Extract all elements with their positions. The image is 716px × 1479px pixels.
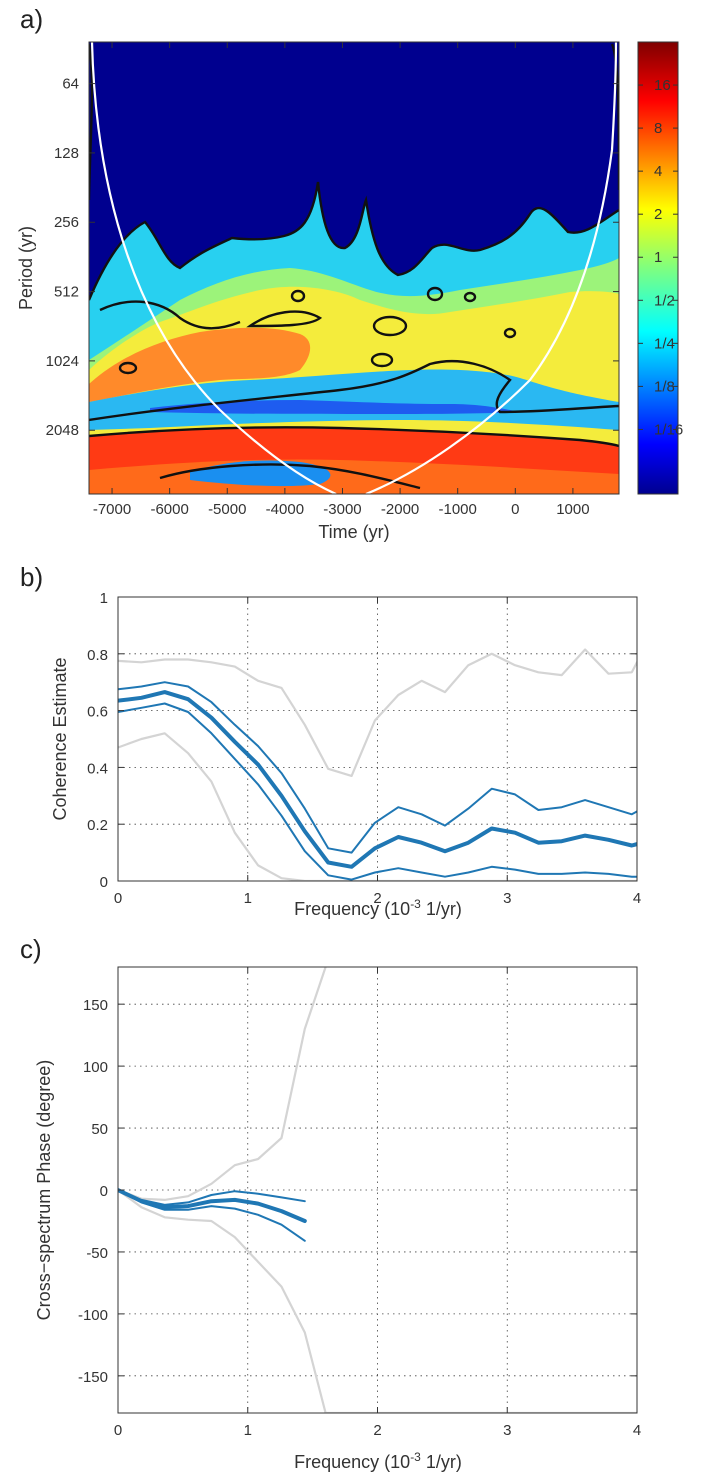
y-tick-label: 0.4 [87,760,108,777]
xlabel-a: Time (yr) [318,522,389,542]
y-tick-label: -150 [78,1369,108,1386]
power-band-cyan-trough [89,369,619,430]
x-tick-label: 3 [503,1422,511,1439]
colorbar-tick-label: 1/8 [654,378,675,395]
series-line-median [118,690,637,869]
axis-ticks-a: -7000 -6000 -5000 -4000 -3000 -2000 -1000 0 1000… [46,42,619,518]
series-line-inner-upper [118,681,637,854]
phase-panel: c) 0 1 2 3 4 -150 -100 -50 0 50 100 150 Frequency (… [20,934,641,1472]
colorbar-tick-label: 8 [654,120,662,137]
colorbar-tick-label: 1/2 [654,292,675,309]
grid-b [118,597,637,881]
colorbar-tick-label: 1/4 [654,335,675,352]
ylabel-c: Cross−spectrum Phase (degree) [34,1060,54,1321]
y-tick-label-a: 512 [54,284,79,301]
y-tick-label: -100 [78,1307,108,1324]
x-tick-label-a: -6000 [150,501,188,518]
x-tick-label: 1 [244,1422,252,1439]
colorbar [637,41,679,495]
power-band-orange-upper [89,327,311,402]
grid-c [118,967,637,1413]
axis-ticks-c: 0 1 2 3 4 -150 -100 -50 0 50 100 150 [78,967,641,1439]
y-tick-label-a: 64 [62,76,79,93]
xlabel-c: Frequency (10-3 1/yr) [294,1450,462,1472]
x-tick-label: 4 [633,1422,641,1439]
colorbar-ticks: 16 8 4 2 1 1/2 1/4 1/8 1/16 [638,77,683,438]
y-tick-label-a: 256 [54,214,79,231]
xlabel-b: Frequency (10-3 1/yr) [294,897,462,919]
plot-frame-a [88,41,620,495]
y-tick-label-a: 128 [54,145,79,162]
wavelet-heatmap [89,42,619,494]
series-line-outer-lower [118,1188,637,1413]
colorbar-tick-label: 1 [654,249,662,266]
x-tick-label-a: 0 [511,501,519,518]
x-tick-label: 1 [244,890,252,907]
coherence-lines [118,648,637,881]
colorbar-tick-label: 2 [654,206,662,223]
series-line-inner-lower [118,702,637,881]
x-tick-label: 2 [373,890,381,907]
panel-label-a: a) [20,4,43,34]
panel-label-c: c) [20,934,42,964]
x-tick-label-a: -3000 [323,501,361,518]
series-line-outer-upper [118,967,327,1202]
ylabel-a: Period (yr) [16,226,36,310]
y-tick-label: 0.6 [87,704,108,721]
x-tick-label-a: -5000 [208,501,246,518]
series-line-outer-lower [118,732,637,881]
phase-lines [118,967,637,1413]
significance-contours [89,43,619,490]
panel-label-b: b) [20,562,43,592]
x-tick-label: 3 [503,890,511,907]
x-tick-label: 2 [373,1422,381,1439]
colorbar-tick-label: 16 [654,77,671,94]
x-tick-label: 4 [633,890,641,907]
y-tick-label: 0 [100,1183,108,1200]
colorbar-tick-label: 4 [654,163,662,180]
coherence-panel: b) 0 1 2 3 4 0 0.2 0.4 0.6 0.8 1 Frequency (10-3 1… [20,562,641,919]
x-tick-label-a: -4000 [266,501,304,518]
y-tick-label: 150 [83,997,108,1014]
y-tick-label: -50 [86,1245,108,1262]
wavelet-panel: a) [16,4,683,542]
x-tick-label-a: 1000 [556,501,589,518]
y-tick-label-a: 1024 [46,353,79,370]
cone-of-influence [90,42,618,494]
y-tick-label: 1 [100,590,108,607]
plot-frame-b [117,596,638,882]
y-tick-label: 50 [91,1121,108,1138]
y-tick-label: 0.2 [87,817,108,834]
x-tick-label-a: -1000 [439,501,477,518]
x-tick-label-a: -7000 [93,501,131,518]
x-tick-label: 0 [114,1422,122,1439]
power-band-blue-streak [150,400,520,414]
colorbar-tick-label: 1/16 [654,421,683,438]
series-line-outer-upper [118,648,637,778]
x-tick-label: 0 [114,890,122,907]
axis-ticks-b: 0 1 2 3 4 0 0.2 0.4 0.6 0.8 1 [87,590,641,907]
y-tick-label: 100 [83,1059,108,1076]
y-tick-label-a: 2048 [46,422,79,439]
y-tick-label: 0.8 [87,647,108,664]
y-tick-label: 0 [100,874,108,891]
ylabel-b: Coherence Estimate [50,657,70,820]
x-tick-label-a: -2000 [381,501,419,518]
series-line-median [118,1188,307,1223]
